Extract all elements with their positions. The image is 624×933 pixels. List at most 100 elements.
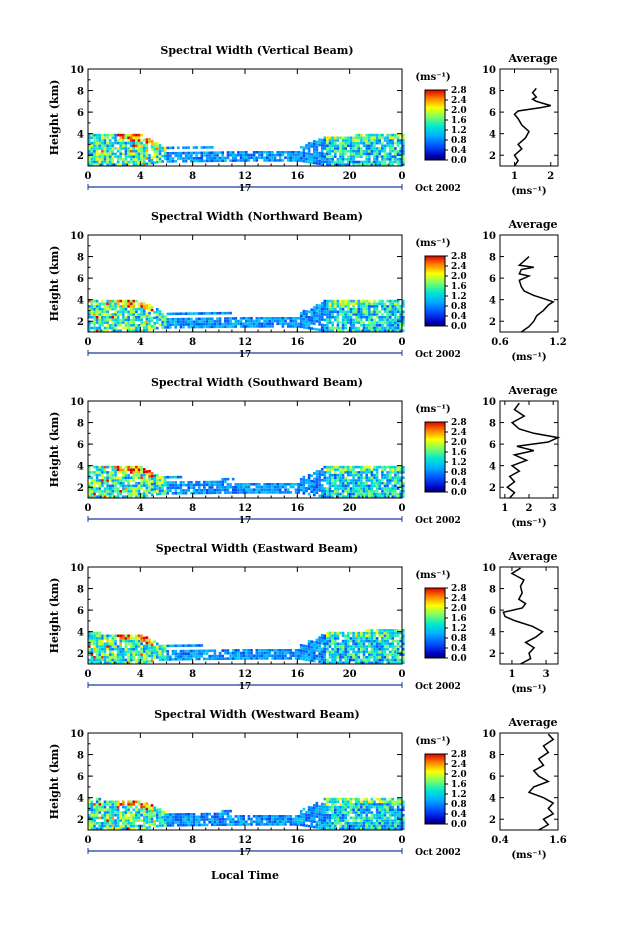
heatmap-cell — [290, 320, 293, 323]
heatmap-cell — [208, 481, 211, 484]
heatmap-cell — [250, 322, 253, 325]
colorbar-tick-label: 1.2 — [451, 292, 467, 302]
heatmap-cell — [106, 485, 109, 488]
heatmap-cell — [334, 651, 337, 654]
heatmap-cell — [174, 489, 177, 492]
heatmap-cell — [216, 815, 219, 818]
heatmap-cell — [117, 822, 120, 825]
heatmap-cell — [146, 802, 149, 805]
heatmap-cell — [276, 317, 279, 320]
heatmap-cell — [365, 316, 368, 319]
heatmap-cell — [274, 320, 277, 323]
heatmap-cell — [227, 154, 230, 157]
heatmap-cell — [167, 152, 170, 155]
heatmap-cell — [381, 632, 384, 635]
heatmap-cell — [365, 809, 368, 812]
heatmap-cell — [331, 303, 334, 306]
heatmap-cell — [318, 639, 321, 642]
y-tick-label: 8 — [77, 253, 84, 264]
heatmap-cell — [269, 483, 272, 486]
heatmap-cell — [135, 161, 138, 164]
heatmap-cell — [310, 327, 313, 330]
heatmap-cell — [355, 659, 358, 662]
heatmap-cell — [187, 154, 190, 157]
heatmap-cell — [242, 154, 245, 157]
heatmap-cell — [368, 324, 371, 327]
heatmap-cell — [371, 632, 374, 635]
heatmap-cell — [363, 632, 366, 635]
heatmap-cell — [394, 308, 397, 311]
heatmap-cell — [161, 656, 164, 659]
heatmap-cell — [229, 159, 232, 162]
heatmap-cell — [138, 471, 141, 474]
heatmap-cell — [122, 803, 125, 806]
heatmap-cell — [93, 153, 96, 156]
average-profile-line — [519, 257, 553, 332]
heatmap-cell — [334, 632, 337, 635]
heatmap-cell — [117, 305, 120, 308]
heatmap-cell — [256, 652, 259, 655]
heatmap-cell — [329, 637, 332, 640]
heatmap-cell — [339, 811, 342, 814]
heatmap-cell — [101, 806, 104, 809]
heatmap-cell — [148, 655, 151, 658]
heatmap-cell — [358, 147, 361, 150]
heatmap-cell — [360, 645, 363, 648]
heatmap-cell — [365, 474, 368, 477]
heatmap-cell — [148, 818, 151, 821]
heatmap-cell — [122, 313, 125, 316]
heatmap-cell — [190, 323, 193, 326]
heatmap-cell — [185, 824, 188, 827]
heatmap-cell — [365, 493, 368, 496]
heatmap-cell — [180, 152, 183, 155]
heatmap-cell — [130, 643, 133, 646]
heatmap-cell — [287, 649, 290, 652]
heatmap-cell — [93, 803, 96, 806]
heatmap-cell — [156, 145, 159, 148]
heatmap-cell — [198, 824, 201, 827]
heatmap-cell — [143, 313, 146, 316]
heatmap-cell — [392, 311, 395, 314]
heatmap-cell — [384, 155, 387, 158]
heatmap-cell — [140, 316, 143, 319]
heatmap-cell — [164, 484, 167, 487]
heatmap-cell — [101, 822, 104, 825]
heatmap-cell — [371, 651, 374, 654]
heatmap-cell — [384, 327, 387, 330]
heatmap-cell — [324, 319, 327, 322]
heatmap-cell — [316, 312, 319, 315]
heatmap-cell — [389, 327, 392, 330]
heatmap-cell — [300, 824, 303, 827]
heatmap-cell — [344, 640, 347, 643]
heatmap-cell — [93, 822, 96, 825]
heatmap-cell — [392, 645, 395, 648]
heatmap-cell — [174, 323, 177, 326]
heatmap-cell — [172, 813, 175, 816]
heatmap-cell — [360, 474, 363, 477]
heatmap-cell — [358, 635, 361, 638]
heatmap-cell — [334, 303, 337, 306]
heatmap-cell — [381, 814, 384, 817]
heatmap-cell — [182, 824, 185, 827]
heatmap-cell — [130, 648, 133, 651]
heatmap-cell — [151, 641, 154, 644]
heatmap-cell — [324, 651, 327, 654]
heatmap-cell — [392, 479, 395, 482]
heatmap-cell — [373, 806, 376, 809]
heatmap-cell — [135, 643, 138, 646]
heatmap-cell — [347, 316, 350, 319]
heatmap-cell — [119, 640, 122, 643]
heatmap-cell — [344, 139, 347, 142]
heatmap-cell — [316, 491, 319, 494]
heatmap-cell — [133, 161, 136, 164]
heatmap-cell — [164, 489, 167, 492]
heatmap-cell — [363, 327, 366, 330]
heatmap-cell — [133, 643, 136, 646]
heatmap-cell — [339, 822, 342, 825]
heatmap-cell — [350, 311, 353, 314]
heatmap-cell — [106, 150, 109, 153]
heatmap-cell — [344, 471, 347, 474]
heatmap-cell — [331, 137, 334, 140]
heatmap-cell — [140, 142, 143, 145]
heatmap-cell — [339, 300, 342, 303]
